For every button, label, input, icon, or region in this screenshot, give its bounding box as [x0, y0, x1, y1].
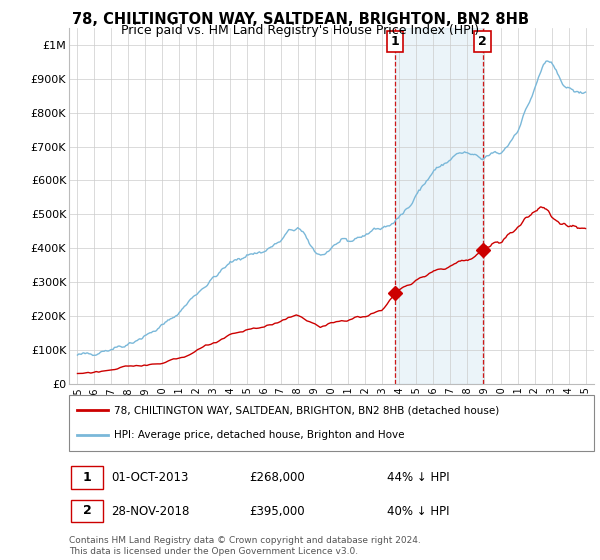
Text: 1: 1	[83, 471, 91, 484]
Text: 01-OCT-2013: 01-OCT-2013	[111, 471, 188, 484]
FancyBboxPatch shape	[71, 500, 103, 522]
Text: Price paid vs. HM Land Registry's House Price Index (HPI): Price paid vs. HM Land Registry's House …	[121, 24, 479, 36]
Text: Contains HM Land Registry data © Crown copyright and database right 2024.
This d: Contains HM Land Registry data © Crown c…	[69, 536, 421, 556]
Text: £395,000: £395,000	[249, 505, 305, 518]
Text: 78, CHILTINGTON WAY, SALTDEAN, BRIGHTON, BN2 8HB (detached house): 78, CHILTINGTON WAY, SALTDEAN, BRIGHTON,…	[113, 405, 499, 416]
Bar	[395, 28, 482, 384]
Text: 78, CHILTINGTON WAY, SALTDEAN, BRIGHTON, BN2 8HB: 78, CHILTINGTON WAY, SALTDEAN, BRIGHTON,…	[71, 12, 529, 27]
FancyBboxPatch shape	[69, 395, 594, 451]
FancyBboxPatch shape	[71, 466, 103, 489]
Text: 2: 2	[478, 35, 487, 48]
Text: 2: 2	[83, 505, 91, 517]
Text: 40% ↓ HPI: 40% ↓ HPI	[387, 505, 449, 518]
Text: HPI: Average price, detached house, Brighton and Hove: HPI: Average price, detached house, Brig…	[113, 430, 404, 440]
Text: £268,000: £268,000	[249, 471, 305, 484]
Text: 28-NOV-2018: 28-NOV-2018	[111, 505, 190, 518]
Text: 1: 1	[391, 35, 400, 48]
Text: 44% ↓ HPI: 44% ↓ HPI	[387, 471, 449, 484]
